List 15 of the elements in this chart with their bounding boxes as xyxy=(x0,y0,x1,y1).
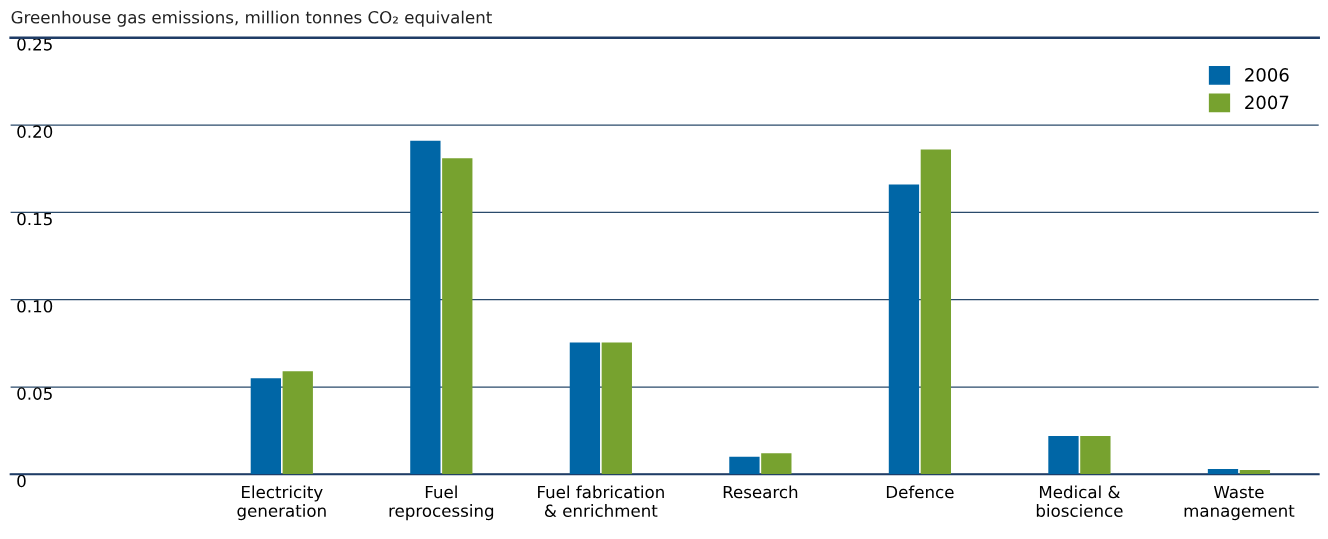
y-tick-label: 0 xyxy=(17,474,26,488)
x-tick-label: Waste management xyxy=(1184,485,1295,521)
x-tick-label: Defence xyxy=(886,485,954,499)
y-axis-title: Greenhouse gas emissions, million tonnes CO₂ equivalent xyxy=(11,10,492,27)
y-tick-label: 0.05 xyxy=(17,387,52,400)
legend-label: 2006 xyxy=(1245,68,1289,82)
x-tick-label: Medical & bioscience xyxy=(1036,485,1123,517)
x-tick-label: Fuel fabrication & enrichment xyxy=(538,485,664,517)
x-tick-label: Research xyxy=(723,485,798,499)
y-tick-label: 0.20 xyxy=(17,125,53,138)
y-tick-label: 0.15 xyxy=(17,212,52,226)
y-tick-label: 0.10 xyxy=(17,299,53,313)
x-tick-label: Electricity generation xyxy=(237,485,326,521)
x-tick-label: Fuel reprocessing xyxy=(389,485,494,521)
legend-label: 2007 xyxy=(1245,95,1289,110)
